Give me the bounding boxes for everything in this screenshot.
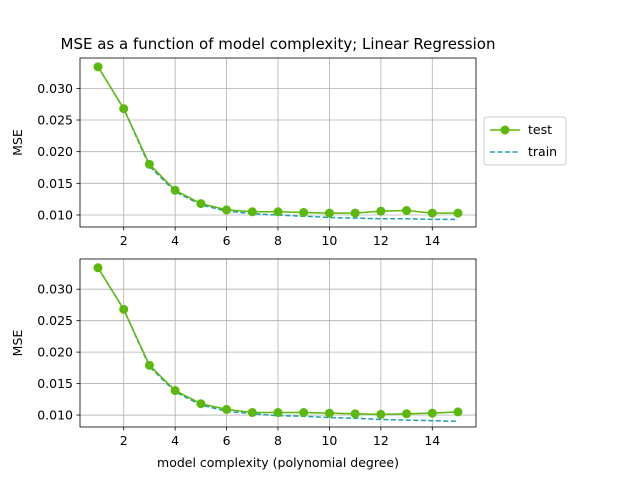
point-test bbox=[222, 404, 232, 414]
point-test bbox=[299, 207, 309, 217]
point-test bbox=[350, 409, 360, 419]
bottom-series bbox=[93, 263, 463, 423]
point-test bbox=[453, 407, 463, 417]
point-test bbox=[299, 408, 309, 418]
point-test bbox=[144, 159, 154, 169]
point-test bbox=[196, 399, 206, 409]
y-tick-label: 0.020 bbox=[37, 345, 73, 360]
y-tick-label: 0.020 bbox=[37, 144, 73, 159]
point-test bbox=[402, 206, 412, 216]
x-tick-label: 6 bbox=[223, 233, 231, 248]
point-test bbox=[324, 208, 334, 218]
legend-label-test: test bbox=[528, 122, 552, 137]
point-test bbox=[427, 208, 437, 218]
top-grid bbox=[80, 58, 476, 227]
point-test bbox=[427, 408, 437, 418]
y-tick-label: 0.015 bbox=[37, 376, 73, 391]
x-tick-label: 12 bbox=[373, 233, 389, 248]
point-test bbox=[376, 206, 386, 216]
y-tick-label: 0.030 bbox=[37, 282, 73, 297]
x-tick-label: 14 bbox=[424, 233, 440, 248]
point-test bbox=[196, 199, 206, 209]
y-tick-label: 0.030 bbox=[37, 81, 73, 96]
point-test bbox=[402, 409, 412, 419]
x-tick-label: 6 bbox=[223, 433, 231, 448]
top-axes: 2 4 6 8 10 12 14 0.010 0.015 0.020 0.025 0.030 MSE bbox=[10, 57, 477, 248]
point-test bbox=[273, 408, 283, 418]
point-test bbox=[324, 408, 334, 418]
point-test bbox=[247, 408, 257, 418]
bottom-xlabel: model complexity (polynomial degree) bbox=[157, 455, 399, 470]
y-tick-label: 0.025 bbox=[37, 313, 73, 328]
y-tick-label: 0.025 bbox=[37, 113, 73, 128]
point-test bbox=[222, 205, 232, 215]
bottom-ticks: 2 4 6 8 10 12 14 0.010 0.015 0.020 0.025 0.030 bbox=[37, 282, 440, 448]
chart-title: MSE as a function of model complexity; L… bbox=[61, 35, 496, 53]
point-test bbox=[453, 208, 463, 218]
x-tick-label: 14 bbox=[424, 433, 440, 448]
series-line-train bbox=[97, 267, 459, 423]
point-test bbox=[93, 263, 103, 273]
point-test bbox=[273, 207, 283, 217]
point-test bbox=[170, 185, 180, 195]
x-tick-label: 10 bbox=[321, 233, 337, 248]
bottom-ylabel: MSE bbox=[10, 330, 25, 357]
x-tick-label: 4 bbox=[171, 233, 179, 248]
legend-marker-test bbox=[500, 125, 510, 135]
x-tick-label: 2 bbox=[120, 233, 128, 248]
point-test bbox=[119, 104, 129, 114]
point-test bbox=[93, 62, 103, 72]
point-test bbox=[376, 409, 386, 419]
y-tick-label: 0.015 bbox=[37, 176, 73, 191]
top-ticks: 2 4 6 8 10 12 14 0.010 0.015 0.020 0.025 0.030 bbox=[37, 81, 440, 248]
top-ylabel: MSE bbox=[10, 129, 25, 156]
bottom-grid bbox=[80, 259, 476, 427]
top-series bbox=[93, 62, 463, 221]
x-tick-label: 8 bbox=[274, 233, 282, 248]
y-tick-label: 0.010 bbox=[37, 207, 73, 222]
x-tick-label: 2 bbox=[120, 433, 128, 448]
point-test bbox=[144, 360, 154, 370]
x-tick-label: 8 bbox=[274, 433, 282, 448]
y-tick-label: 0.010 bbox=[37, 408, 73, 423]
point-test bbox=[350, 208, 360, 218]
point-test bbox=[119, 304, 129, 314]
point-test bbox=[170, 386, 180, 396]
x-tick-label: 12 bbox=[373, 433, 389, 448]
legend-label-train: train bbox=[528, 144, 557, 159]
x-tick-label: 4 bbox=[171, 433, 179, 448]
point-test bbox=[247, 207, 257, 217]
legend: test train bbox=[483, 116, 567, 166]
x-tick-label: 10 bbox=[321, 433, 337, 448]
